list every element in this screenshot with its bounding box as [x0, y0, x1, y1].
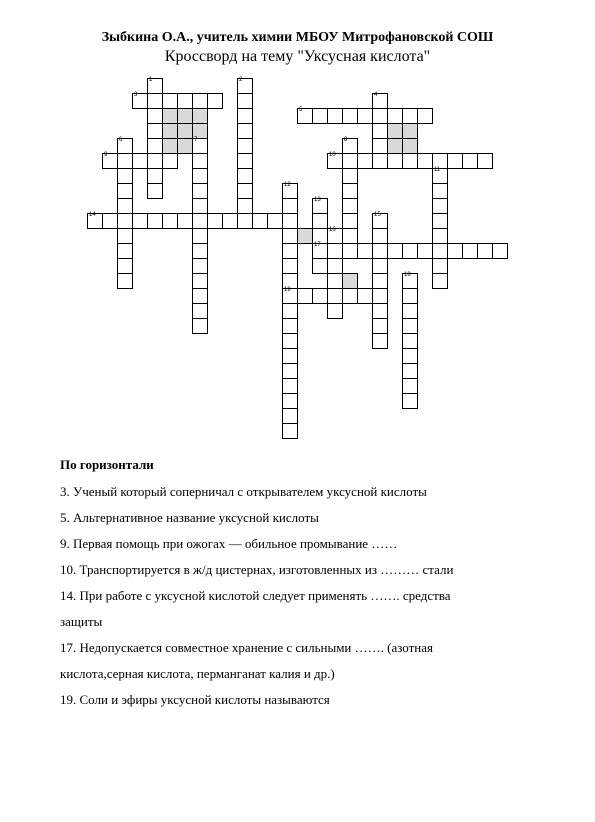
clue-line: 9. Первая помощь при ожогах — обильное п…	[60, 531, 535, 557]
clue-line: 3. Ученый который соперничал с открывате…	[60, 479, 535, 505]
crossword-grid: 1 2 3 4 5	[60, 78, 535, 439]
clue-line: 19. Соли и эфиры уксусной кислоты называ…	[60, 687, 535, 713]
page-title: Кроссворд на тему "Уксусная кислота"	[60, 48, 535, 66]
clue-line: 17. Недопускается совместное хранение с …	[60, 635, 535, 661]
clue-line: 14. При работе с уксусной кислотой следу…	[60, 583, 535, 609]
clue-list: 3. Ученый который соперничал с открывате…	[60, 479, 535, 713]
across-heading: По горизонтали	[60, 457, 535, 473]
clue-line: 10. Транспортируется в ж/д цистернах, из…	[60, 557, 535, 583]
clue-line: 5. Альтернативное название уксусной кисл…	[60, 505, 535, 531]
clue-line: защиты	[60, 609, 535, 635]
author-line: Зыбкина О.А., учитель химии МБОУ Митрофа…	[60, 30, 535, 46]
clue-line: кислота,серная кислота, перманганат кали…	[60, 661, 535, 687]
